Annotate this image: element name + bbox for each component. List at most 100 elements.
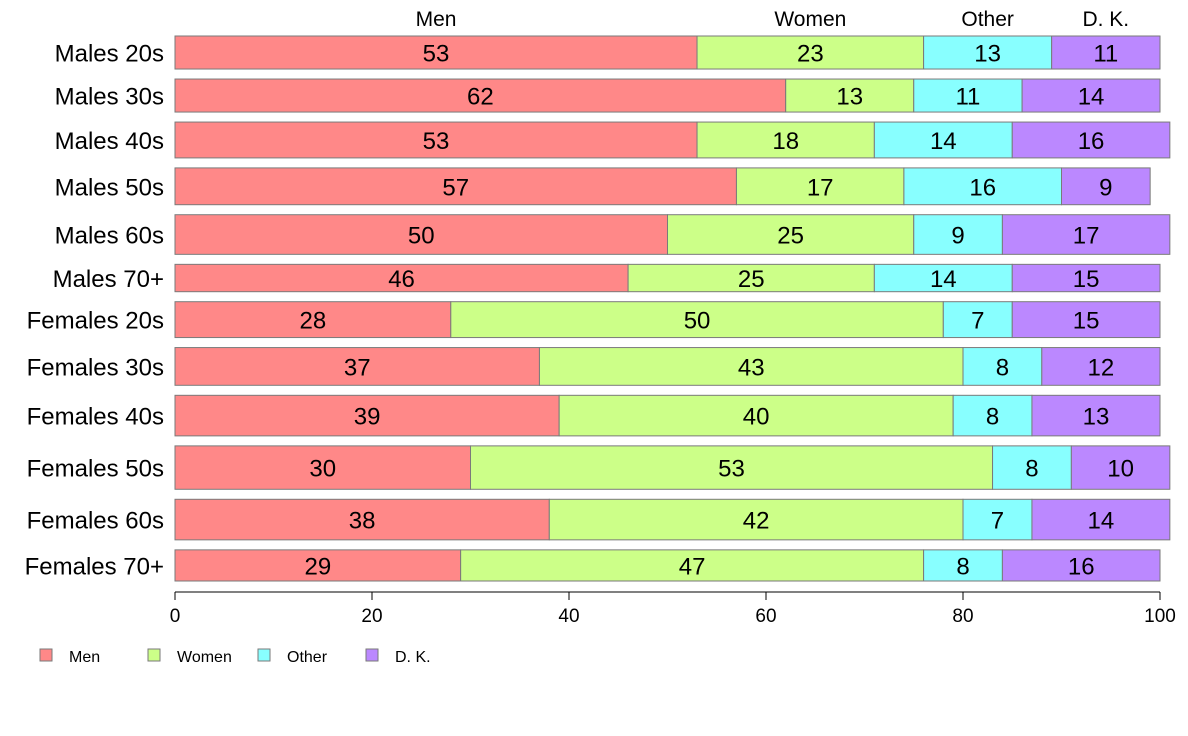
bar-segment-d-k-males-40s: [1011, 121, 1171, 159]
bar-segment-women-males-30s: [785, 78, 915, 113]
segment-value-label: 16: [1078, 128, 1105, 155]
bar-segment-other-females-40s: [952, 394, 1033, 437]
bar-segment-men-males-30s: [174, 78, 787, 113]
top-label-d-k: D. K.: [1082, 8, 1129, 31]
segment-value-label: 53: [423, 128, 450, 155]
row-label-females-70: Females 70+: [25, 553, 164, 580]
legend-item-d-k: D. K.: [365, 648, 431, 666]
bar-row-males-60s: 50 25 9 17: [174, 214, 1171, 255]
segment-value-label: 53: [718, 456, 745, 483]
segment-value-label: 50: [684, 308, 711, 335]
segment-value-label: 16: [969, 174, 996, 201]
bar-segment-d-k-females-50s: [1070, 445, 1171, 490]
row-label-females-50s: Females 50s: [27, 456, 164, 483]
segment-value-label: 9: [1099, 174, 1112, 201]
segment-value-label: 7: [971, 308, 984, 335]
bar-segment-men-females-50s: [174, 445, 471, 490]
segment-value-label: 50: [408, 223, 435, 250]
row-label-females-40s: Females 40s: [27, 404, 164, 431]
bar-segment-other-males-70: [873, 263, 1013, 293]
segment-value-label: 11: [955, 84, 980, 111]
segment-value-label: 43: [738, 354, 765, 381]
row-label-males-50s: Males 50s: [55, 174, 164, 201]
row-labels: Males 20s Males 30s Males 40s Males 50s Male…: [25, 41, 164, 581]
bar-row-females-50s: 30 53 8 10: [174, 445, 1171, 490]
bar-row-females-60s: 38 42 7 14: [174, 498, 1171, 541]
bar-row-females-40s: 39 40 8 13: [174, 394, 1161, 437]
x-tick-label: 0: [170, 606, 181, 627]
bar-segment-women-males-40s: [696, 121, 875, 159]
bar-segment-women-females-70: [460, 549, 925, 582]
bar-segment-men-males-40s: [174, 121, 698, 159]
bar-segment-women-males-60s: [667, 214, 915, 255]
bar-segment-other-females-20s: [942, 301, 1013, 339]
segment-value-label: 17: [1073, 223, 1100, 250]
segment-value-label: 40: [743, 404, 770, 431]
legend-item-men: Men: [39, 648, 100, 666]
bar-segment-other-males-20s: [923, 35, 1053, 70]
bar-segment-d-k-females-20s: [1011, 301, 1161, 339]
segment-value-label: 17: [807, 174, 834, 201]
legend-label-men: Men: [69, 649, 100, 666]
legend-swatch-women: [147, 648, 161, 662]
bar-segment-d-k-females-30s: [1041, 347, 1161, 386]
bar-segment-men-males-70: [174, 263, 629, 293]
x-tick-label: 40: [558, 606, 579, 627]
legend-swatch-d-k: [365, 648, 379, 662]
segment-value-label: 28: [300, 308, 327, 335]
segment-value-label: 12: [1088, 354, 1115, 381]
bar-row-males-50s: 57 17 16 9: [174, 167, 1151, 206]
bar-segment-men-females-20s: [174, 301, 452, 339]
legend-label-women: Women: [177, 649, 232, 666]
segment-value-label: 53: [423, 41, 450, 68]
segment-value-label: 8: [956, 553, 969, 580]
legend-label-other: Other: [287, 649, 328, 666]
bar-segment-other-males-60s: [913, 214, 1003, 255]
segment-value-label: 47: [679, 553, 706, 580]
segment-value-label: 8: [1025, 456, 1038, 483]
segment-value-label: 46: [388, 266, 415, 293]
x-tick-label: 100: [1144, 606, 1176, 627]
segment-value-label: 57: [442, 174, 469, 201]
segment-value-label: 29: [304, 553, 331, 580]
segment-value-label: 30: [309, 456, 336, 483]
bar-segment-other-females-30s: [962, 347, 1043, 386]
top-category-labels: Men Women Other D. K.: [416, 8, 1130, 31]
bar-row-males-30s: 62 13 11 14: [174, 78, 1161, 113]
segment-value-label: 42: [743, 508, 770, 535]
bar-segment-men-females-60s: [174, 498, 550, 541]
bar-segment-men-males-60s: [174, 214, 668, 255]
legend-item-other: Other: [257, 648, 328, 666]
segment-value-label: 15: [1073, 266, 1100, 293]
bar-row-males-40s: 53 18 14 16: [174, 121, 1171, 159]
bar-segment-other-females-50s: [992, 445, 1072, 490]
row-label-females-20s: Females 20s: [27, 308, 164, 335]
bar-segment-other-males-30s: [913, 78, 1023, 113]
bar-segment-women-females-50s: [470, 445, 994, 490]
bar-segment-d-k-males-50s: [1061, 167, 1151, 206]
row-label-females-60s: Females 60s: [27, 508, 164, 535]
row-label-males-30s: Males 30s: [55, 84, 164, 111]
legend-item-women: Women: [147, 648, 232, 666]
segment-value-label: 8: [996, 354, 1009, 381]
bar-segment-d-k-females-40s: [1031, 394, 1161, 437]
segment-value-label: 7: [991, 508, 1004, 535]
row-label-males-40s: Males 40s: [55, 128, 164, 155]
bar-row-females-70: 29 47 8 16: [174, 549, 1161, 582]
bar-segment-other-females-70: [923, 549, 1003, 582]
bar-row-females-30s: 37 43 8 12: [174, 347, 1161, 386]
row-label-males-70: Males 70+: [53, 266, 164, 293]
top-label-women: Women: [774, 8, 846, 31]
bar-segment-women-males-70: [627, 263, 875, 293]
top-label-other: Other: [961, 8, 1014, 31]
bar-segment-d-k-males-60s: [1001, 214, 1171, 255]
legend-swatch-men: [39, 648, 53, 662]
legend-label-d-k: D. K.: [395, 649, 431, 666]
segment-value-label: 15: [1073, 308, 1100, 335]
segment-value-label: 62: [467, 84, 494, 111]
bar-segment-d-k-males-70: [1011, 263, 1161, 293]
segment-value-label: 39: [354, 404, 381, 431]
bar-segment-women-females-60s: [548, 498, 964, 541]
x-tick-label: 80: [952, 606, 973, 627]
segment-value-label: 10: [1107, 456, 1134, 483]
